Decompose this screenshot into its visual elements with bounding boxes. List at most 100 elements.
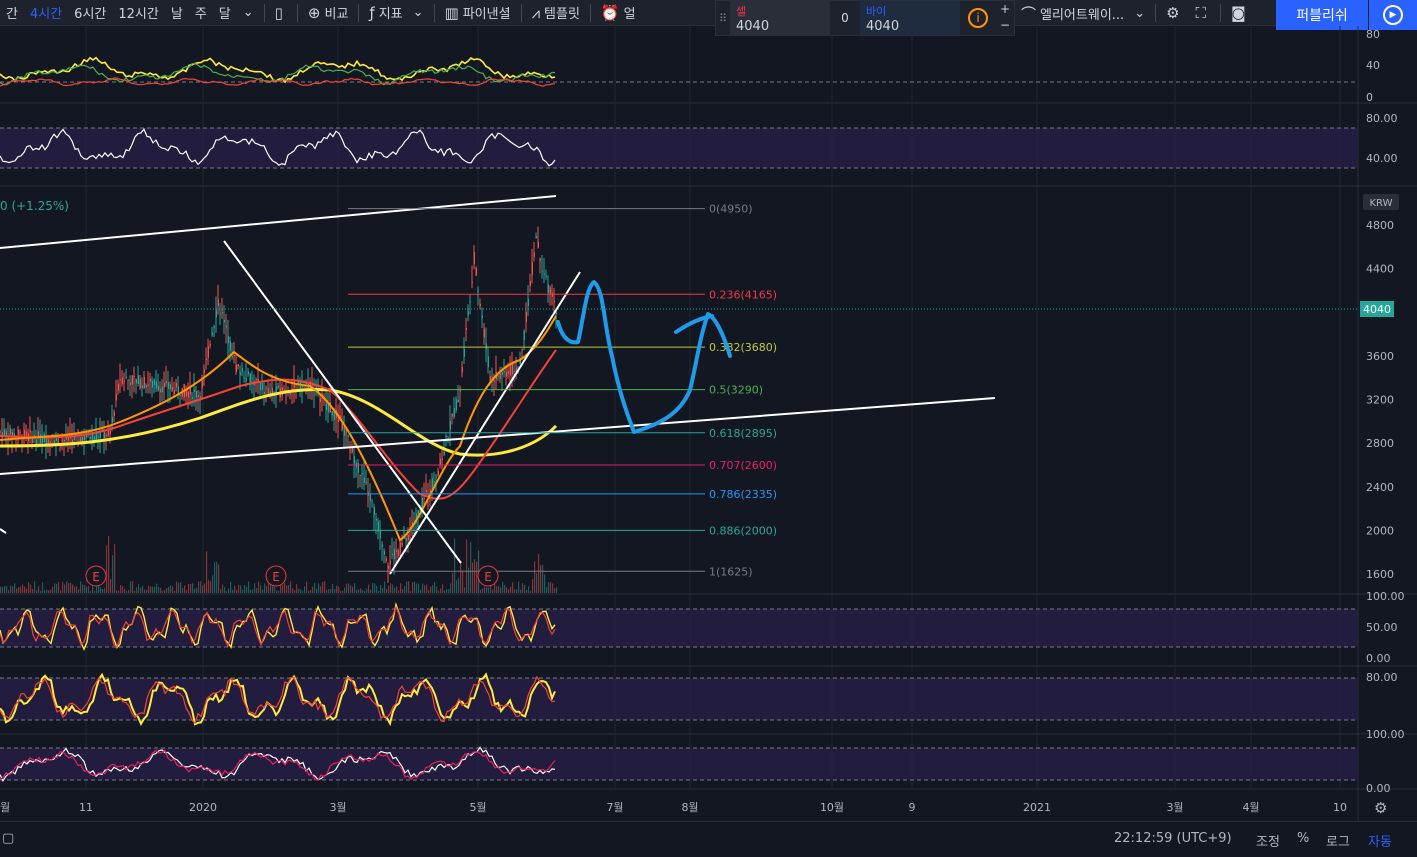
chart-type-button[interactable]: ▯	[269, 0, 293, 26]
log-toggle[interactable]: 로그	[1326, 835, 1350, 850]
layout-menu[interactable]: ⌒ 엘리어트웨이... ⌄	[1015, 0, 1151, 26]
volume-bar	[154, 586, 156, 593]
candle-body	[197, 395, 199, 397]
volume-bar	[228, 588, 230, 593]
candle-body	[187, 391, 189, 398]
replay-button[interactable]: ▶	[1369, 0, 1417, 30]
candle-body	[301, 385, 303, 388]
calendar-icon[interactable]: ▢	[2, 831, 15, 846]
volume-bar	[202, 585, 204, 593]
candle-body	[55, 437, 57, 441]
candle-body	[125, 376, 127, 378]
axis-settings-button[interactable]: ⚙	[1374, 799, 1387, 817]
interval-4h[interactable]: 4시간	[29, 7, 63, 22]
candle-body	[405, 538, 407, 541]
volume-bar	[54, 583, 56, 593]
percent-toggle[interactable]: %	[1297, 831, 1310, 846]
volume-bar	[6, 586, 8, 593]
volume-bar	[238, 584, 240, 593]
volume-bar	[392, 584, 394, 593]
volume-bar	[282, 584, 284, 593]
candle-body	[111, 417, 113, 423]
interval-2h[interactable]: 간	[6, 7, 18, 22]
volume-bar	[208, 579, 210, 593]
compare-button[interactable]: ⊕ 비교	[302, 0, 355, 26]
volume-bar	[86, 586, 88, 593]
fibonacci-retracement: 0(4950) 0.236(4165) 0.382(3680) 0.5(3290) 0.…	[348, 203, 777, 578]
candle-body	[105, 434, 107, 436]
drag-handle-icon[interactable]: ⠿	[718, 11, 728, 25]
indicators-button[interactable]: ƒ 지표 ⌄	[363, 0, 429, 26]
pane2-rsi-line	[0, 128, 556, 167]
candle-body	[171, 387, 173, 391]
pine-button[interactable]: ▥ 파이낸셜	[439, 0, 517, 26]
volume-bar	[454, 538, 456, 593]
buy-button[interactable]: 바이 4040	[860, 1, 960, 35]
volume-bar	[524, 584, 526, 593]
volume-bar	[538, 554, 540, 593]
volume-bar	[330, 588, 332, 593]
earnings-marker[interactable]: E	[265, 565, 287, 587]
chart-area[interactable]: .ax { fill: #b2b5be; font-family: "DejaV…	[0, 26, 1417, 821]
earnings-marker[interactable]: E	[85, 565, 107, 587]
candle-body	[483, 328, 485, 338]
buy-price: 4040	[866, 19, 900, 34]
volume-bar	[532, 579, 534, 593]
candle-body	[389, 560, 391, 565]
candle-body	[175, 382, 177, 388]
interval-12h[interactable]: 12시간	[118, 7, 159, 22]
time-axis[interactable]: 월 11 2020 3월 5월 7월 8월 10월 9 2021 3월 4월 10	[0, 801, 1347, 814]
moving-averages	[0, 315, 558, 542]
candle-body	[383, 550, 385, 555]
publish-button[interactable]: 퍼블리쉬	[1276, 0, 1368, 30]
time-tick-label: 3월	[329, 801, 346, 814]
earnings-marker[interactable]: E	[477, 565, 499, 587]
pane3-d-line	[0, 605, 556, 648]
decrease-button[interactable]: −	[999, 18, 1011, 32]
volume-bar	[526, 589, 528, 593]
candle-body	[133, 375, 135, 378]
fullscreen-button[interactable]: ⛶	[1190, 0, 1217, 26]
candle-body	[153, 379, 155, 386]
volume-bar	[40, 590, 42, 593]
time-tick-label: 9	[909, 801, 916, 814]
candle-body	[185, 389, 187, 397]
adjust-toggle[interactable]: 조정	[1256, 835, 1280, 850]
candle-body	[439, 458, 441, 465]
candle-body	[249, 373, 251, 384]
volume-bar	[266, 585, 268, 593]
candle-body	[139, 379, 141, 389]
fib-level-label: 1(1625)	[709, 565, 753, 578]
sell-button[interactable]: 셀 4040	[730, 1, 830, 35]
price-tick-label: 4400	[1366, 263, 1394, 276]
candle-body	[37, 431, 39, 439]
info-button[interactable]: i	[960, 1, 996, 35]
interval-6h[interactable]: 6시간	[74, 7, 107, 22]
increase-button[interactable]: +	[999, 2, 1011, 16]
price-axis[interactable]: 480044004000360032002800240020001600	[1366, 219, 1394, 581]
fx-icon: ƒ	[369, 3, 375, 22]
settings-button[interactable]: ⚙	[1160, 0, 1189, 26]
interval-day[interactable]: 날	[170, 7, 183, 22]
interval-month[interactable]: 달	[218, 7, 231, 22]
volume-bar	[546, 586, 548, 593]
candle-body	[57, 438, 59, 444]
interval-week[interactable]: 주	[194, 7, 207, 22]
snapshot-button[interactable]: ◙	[1225, 0, 1256, 26]
volume-bar	[214, 562, 216, 593]
volume-bar	[458, 577, 460, 593]
candle-body	[505, 371, 507, 377]
candle-body	[359, 474, 361, 477]
templates-button[interactable]: ⩘ 템플릿	[526, 0, 586, 26]
clock[interactable]: 22:12:59 (UTC+9)	[1114, 831, 1232, 846]
volume-bar	[82, 584, 84, 593]
auto-toggle[interactable]: 자동	[1368, 835, 1392, 850]
volume-bar	[254, 583, 256, 593]
volume-bar	[236, 589, 238, 593]
candle-body	[241, 368, 243, 372]
currency-badge: KRW	[1363, 194, 1399, 210]
interval-dropdown[interactable]: ⌄	[237, 0, 260, 26]
alert-button[interactable]: ⏰ 얼	[595, 0, 642, 26]
volume-bar	[464, 587, 466, 593]
candle-body	[433, 481, 435, 483]
